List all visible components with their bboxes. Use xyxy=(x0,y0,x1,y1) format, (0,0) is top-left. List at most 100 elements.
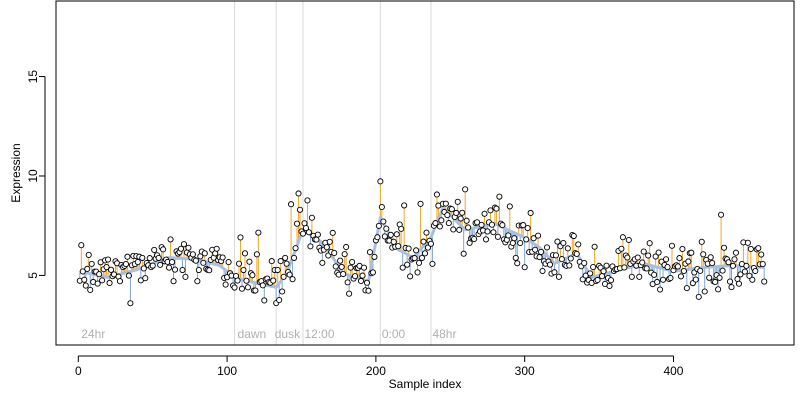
data-point xyxy=(246,258,253,265)
data-point xyxy=(359,272,366,279)
data-point xyxy=(401,202,408,209)
data-point xyxy=(235,260,243,267)
data-point xyxy=(729,262,737,269)
data-point xyxy=(414,269,421,276)
data-point xyxy=(436,223,443,230)
data-point xyxy=(365,287,372,294)
data-point xyxy=(87,286,94,293)
data-point xyxy=(538,248,545,255)
data-point xyxy=(171,266,179,273)
data-point xyxy=(308,214,315,221)
data-point xyxy=(352,273,359,280)
data-point xyxy=(660,276,667,283)
data-point xyxy=(442,200,449,207)
data-point xyxy=(244,284,251,291)
data-point xyxy=(390,238,397,245)
data-point xyxy=(326,238,333,245)
data-point xyxy=(505,232,512,239)
data-point xyxy=(532,246,539,253)
data-point xyxy=(448,206,455,213)
data-point xyxy=(726,278,734,285)
data-point xyxy=(292,245,299,252)
data-point xyxy=(752,267,759,275)
data-point xyxy=(366,249,373,256)
data-point xyxy=(85,251,92,258)
data-point xyxy=(340,270,347,278)
data-point xyxy=(323,244,330,251)
phase-labels: 24hr dawn dusk 12:00 0:00 48hr xyxy=(81,327,456,341)
data-point xyxy=(225,259,232,266)
data-point xyxy=(560,239,567,247)
data-point xyxy=(134,259,141,266)
data-point xyxy=(88,260,95,267)
data-point xyxy=(741,268,748,275)
data-point xyxy=(543,244,551,251)
data-point xyxy=(759,261,766,268)
data-point xyxy=(657,286,664,293)
data-point xyxy=(514,260,521,267)
data-point xyxy=(692,276,699,283)
data-point xyxy=(445,220,452,227)
data-point xyxy=(735,280,742,287)
data-point xyxy=(286,271,293,278)
data-point xyxy=(295,190,302,197)
data-point xyxy=(307,243,314,250)
data-point xyxy=(646,240,653,247)
data-point xyxy=(438,217,445,224)
data-point xyxy=(506,203,513,210)
data-point xyxy=(160,246,167,253)
data-point xyxy=(252,287,259,294)
data-point xyxy=(222,281,229,288)
data-point xyxy=(499,222,506,229)
data-point xyxy=(546,261,554,268)
data-point xyxy=(701,288,708,295)
data-point xyxy=(255,229,262,236)
data-point xyxy=(155,254,162,261)
data-point xyxy=(552,252,559,259)
data-point xyxy=(460,250,467,257)
x-tick-label: 400 xyxy=(663,364,683,378)
data-point xyxy=(378,203,385,211)
data-point xyxy=(535,232,542,239)
data-point xyxy=(716,274,723,281)
data-point xyxy=(512,254,519,261)
data-point xyxy=(96,271,103,278)
data-point xyxy=(407,273,414,280)
data-point xyxy=(268,258,275,265)
data-point xyxy=(423,229,430,236)
data-point xyxy=(383,225,390,232)
data-point xyxy=(103,264,110,271)
data-point xyxy=(249,272,256,279)
data-point xyxy=(169,259,176,266)
x-tick-label: 300 xyxy=(515,364,535,378)
data-point xyxy=(482,236,490,243)
data-point xyxy=(393,231,400,238)
data-point xyxy=(456,226,463,233)
data-point xyxy=(377,178,384,185)
data-point xyxy=(744,239,751,246)
data-point xyxy=(79,268,86,275)
data-point xyxy=(149,262,156,269)
data-point xyxy=(761,278,768,285)
data-point xyxy=(668,242,676,249)
data-point xyxy=(261,297,268,304)
data-point xyxy=(105,256,112,263)
data-point xyxy=(496,193,503,200)
data-point xyxy=(381,233,388,240)
data-point xyxy=(299,230,307,237)
data-point xyxy=(347,264,354,271)
data-point xyxy=(213,245,220,252)
data-point xyxy=(411,255,418,262)
data-point xyxy=(337,257,344,264)
data-point xyxy=(719,267,726,274)
data-point xyxy=(346,290,353,297)
data-point xyxy=(567,255,574,262)
data-point xyxy=(276,297,283,304)
data-point xyxy=(715,286,722,293)
data-point xyxy=(289,276,296,283)
data-point xyxy=(718,211,725,218)
data-point xyxy=(371,253,378,260)
data-point xyxy=(457,215,464,222)
data-point xyxy=(180,241,188,248)
data-point xyxy=(709,260,716,267)
